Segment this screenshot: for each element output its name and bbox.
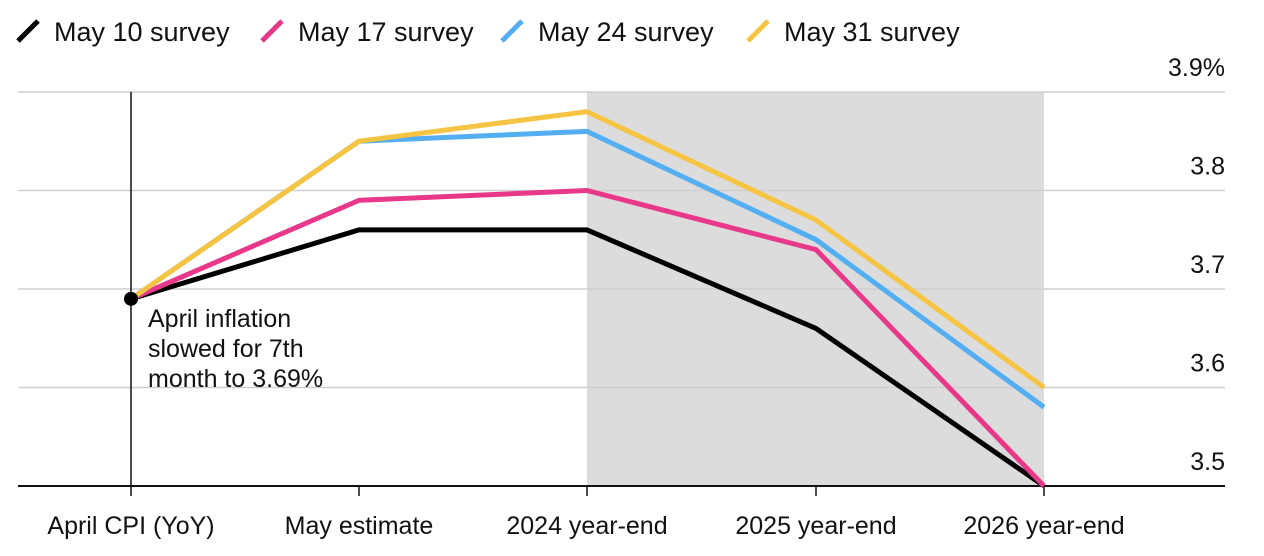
legend-label: May 31 survey (784, 17, 960, 47)
annotation-text: April inflation slowed for 7th month to 3.… (148, 305, 323, 393)
y-tick-label: 3.5 (1190, 448, 1225, 476)
legend-swatch (16, 19, 40, 43)
y-tick-label: 3.9% (1168, 54, 1225, 82)
x-tick-label: May estimate (285, 512, 434, 540)
legend-swatch (500, 19, 524, 43)
legend-swatch (260, 19, 284, 43)
legend-item: May 17 survey (260, 17, 474, 47)
annotation-line: April inflation (148, 305, 291, 333)
y-tick-label: 3.7 (1190, 251, 1225, 279)
annotation-line: month to 3.69% (148, 365, 323, 393)
legend-item: May 31 survey (746, 17, 960, 47)
annotation-line: slowed for 7th (148, 335, 304, 363)
series-line-may-31-survey (129, 109, 1046, 390)
x-tick-label: 2025 year-end (735, 512, 896, 540)
annotation-point (124, 291, 138, 306)
y-tick-label: 3.8 (1190, 153, 1225, 181)
series-line-may-10-survey (130, 227, 1046, 489)
x-tick-label: April CPI (YoY) (47, 512, 214, 540)
x-tick-label: 2024 year-end (506, 512, 667, 540)
legend-item: May 24 survey (500, 17, 714, 47)
legend-label: May 24 survey (538, 17, 714, 47)
legend-swatch (746, 19, 770, 43)
series-line-may-17-survey (130, 187, 1046, 488)
y-tick-label: 3.6 (1190, 350, 1225, 378)
legend-item: May 10 survey (16, 17, 230, 47)
legend-label: May 10 survey (54, 17, 230, 47)
x-tick-label: 2026 year-end (963, 512, 1124, 540)
legend-label: May 17 survey (298, 17, 474, 47)
